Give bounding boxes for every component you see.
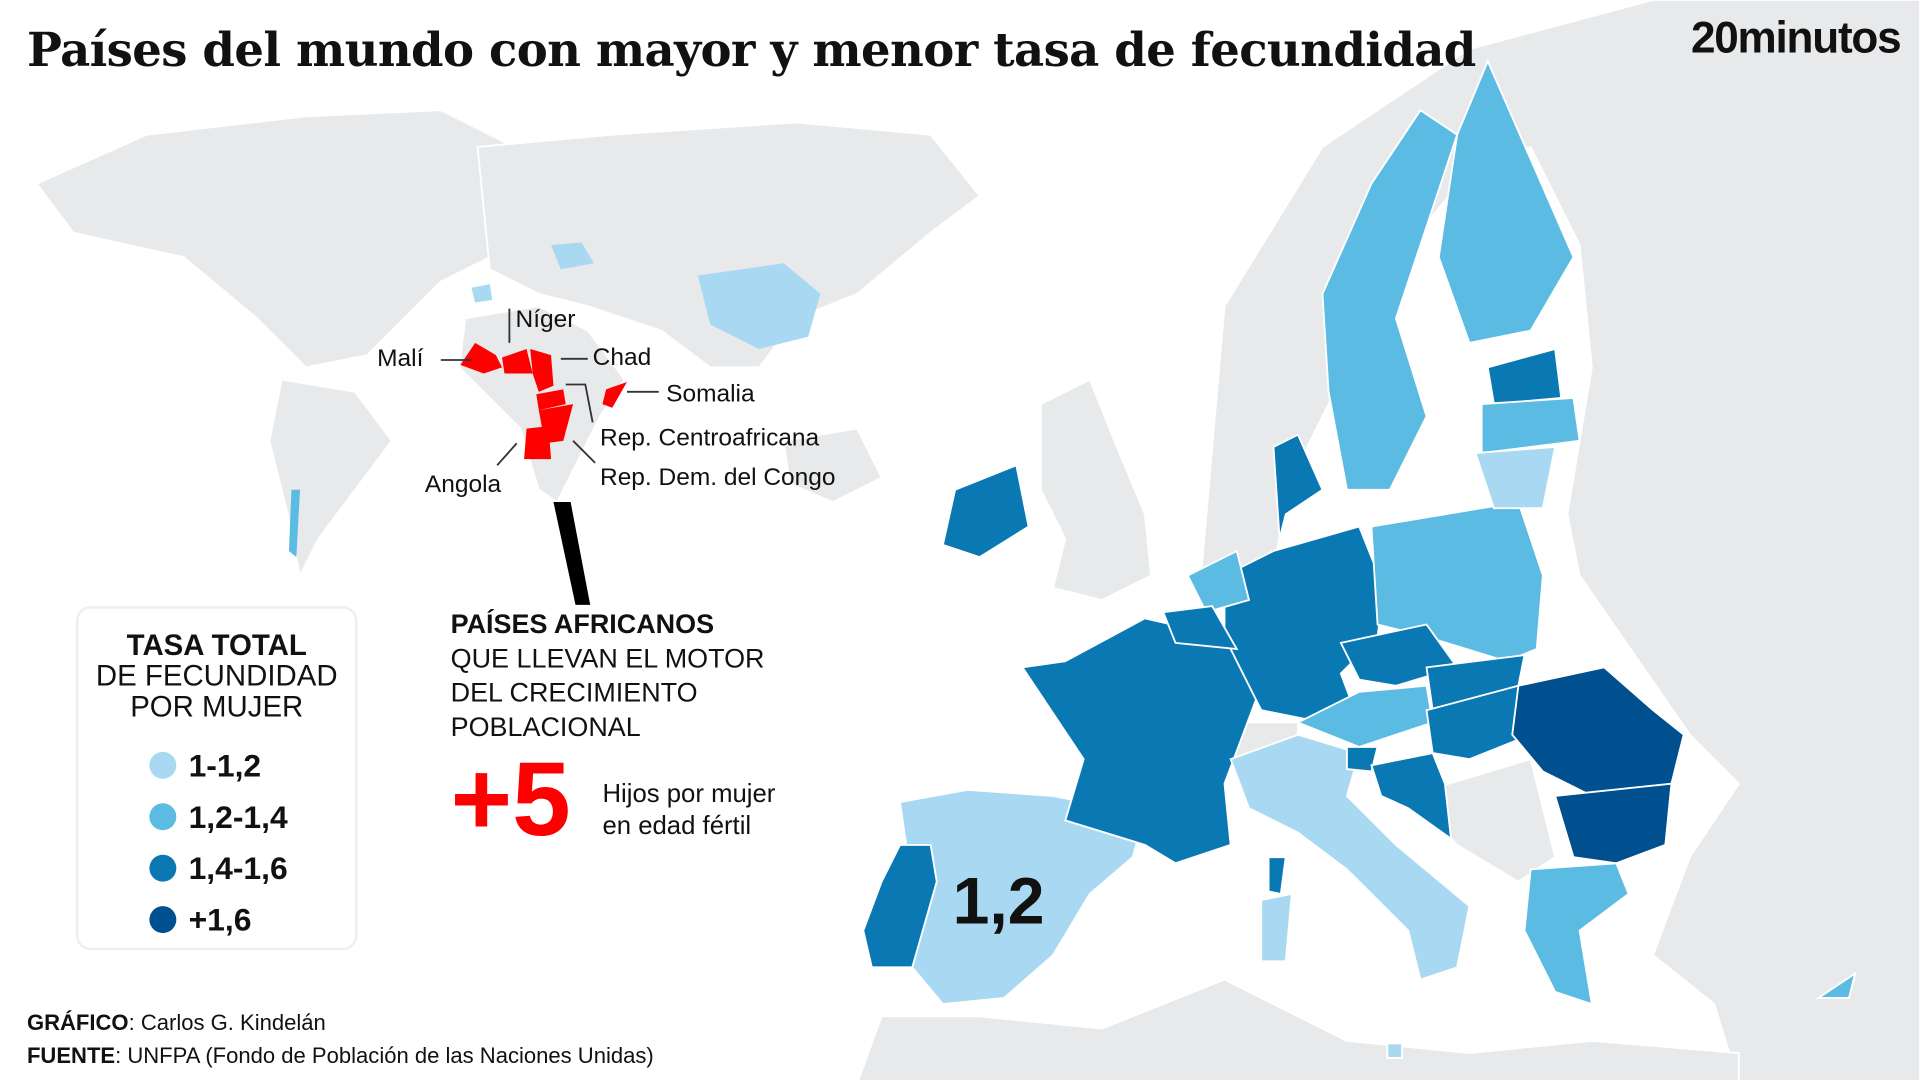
- leader-lines: [440, 308, 659, 466]
- swatch-icon: [149, 906, 177, 934]
- eu-countries: [862, 58, 1857, 1059]
- great-britain: [1039, 378, 1153, 601]
- croatia: [1370, 752, 1453, 841]
- denmark: [1272, 433, 1324, 540]
- high-fertility-countries: [460, 342, 627, 460]
- austria: [1295, 684, 1434, 748]
- north-america: [35, 109, 540, 369]
- car-shape: [536, 389, 566, 411]
- china: [697, 263, 821, 349]
- australia: [782, 427, 883, 504]
- label-car: Rep. Centroafricana: [600, 424, 820, 452]
- label-drc: Rep. Dem. del Congo: [600, 464, 836, 492]
- swatch-icon: [149, 751, 177, 779]
- bulgaria: [1553, 782, 1673, 865]
- big-value: +5: [450, 740, 571, 859]
- spain-world: [471, 284, 493, 303]
- legend-item: 1,4-1,6: [149, 842, 355, 893]
- swatch-icon: [149, 854, 177, 882]
- angola-shape: [524, 426, 552, 460]
- corsica: [1267, 856, 1287, 895]
- pointer-triangle: [553, 502, 591, 605]
- legend-item: 1,2-1,4: [149, 791, 355, 842]
- big-value-caption: Hijos por mujer en edad fértil: [602, 780, 776, 841]
- malta: [1386, 1042, 1403, 1059]
- legend-title: TASA TOTAL DE FECUNDIDAD POR MUJER: [95, 629, 338, 724]
- south-america: [268, 378, 393, 579]
- niger-shape: [502, 348, 533, 374]
- page-title: Países del mundo con mayor y menor tasa …: [26, 22, 1476, 78]
- spain-value: 1,2: [952, 864, 1045, 938]
- swatch-icon: [149, 803, 177, 831]
- ireland: [941, 464, 1030, 559]
- sardinia: [1260, 892, 1293, 963]
- mali-shape: [460, 342, 503, 374]
- latvia: [1480, 396, 1581, 455]
- netherlands: [1186, 549, 1251, 614]
- chad-shape: [530, 348, 554, 392]
- somalia-shape: [602, 382, 627, 408]
- greece: [1523, 862, 1630, 1006]
- ukraine-region: [551, 242, 594, 270]
- cyprus: [1815, 971, 1857, 999]
- estonia: [1486, 347, 1563, 406]
- africa-callout: PAÍSES AFRICANOS QUE LLEVAN EL MOTOR DEL…: [450, 608, 765, 743]
- credits: GRÁFICO: Carlos G. Kindelán FUENTE: UNFP…: [26, 1010, 654, 1068]
- lithuania: [1474, 445, 1557, 510]
- hungary: [1425, 684, 1532, 761]
- label-mali: Malí: [377, 345, 424, 373]
- label-somalia: Somalia: [666, 380, 755, 408]
- belgium: [1161, 605, 1239, 651]
- world-highlighted-countries: [288, 242, 821, 605]
- north-africa: [857, 978, 1740, 1080]
- finland: [1437, 58, 1575, 344]
- label-chad: Chad: [592, 344, 652, 372]
- legend: TASA TOTAL DE FECUNDIDAD POR MUJER 1-1,2…: [75, 606, 358, 951]
- germany: [1223, 525, 1385, 724]
- label-niger: Níger: [515, 306, 576, 334]
- label-angola: Angola: [424, 471, 502, 499]
- slovenia: [1346, 746, 1379, 773]
- legend-item: 1-1,2: [149, 740, 355, 791]
- portugal: [862, 843, 938, 969]
- brand-logo: 20minutos: [1690, 12, 1902, 63]
- legend-item: +1,6: [149, 894, 355, 945]
- sweden: [1321, 108, 1459, 491]
